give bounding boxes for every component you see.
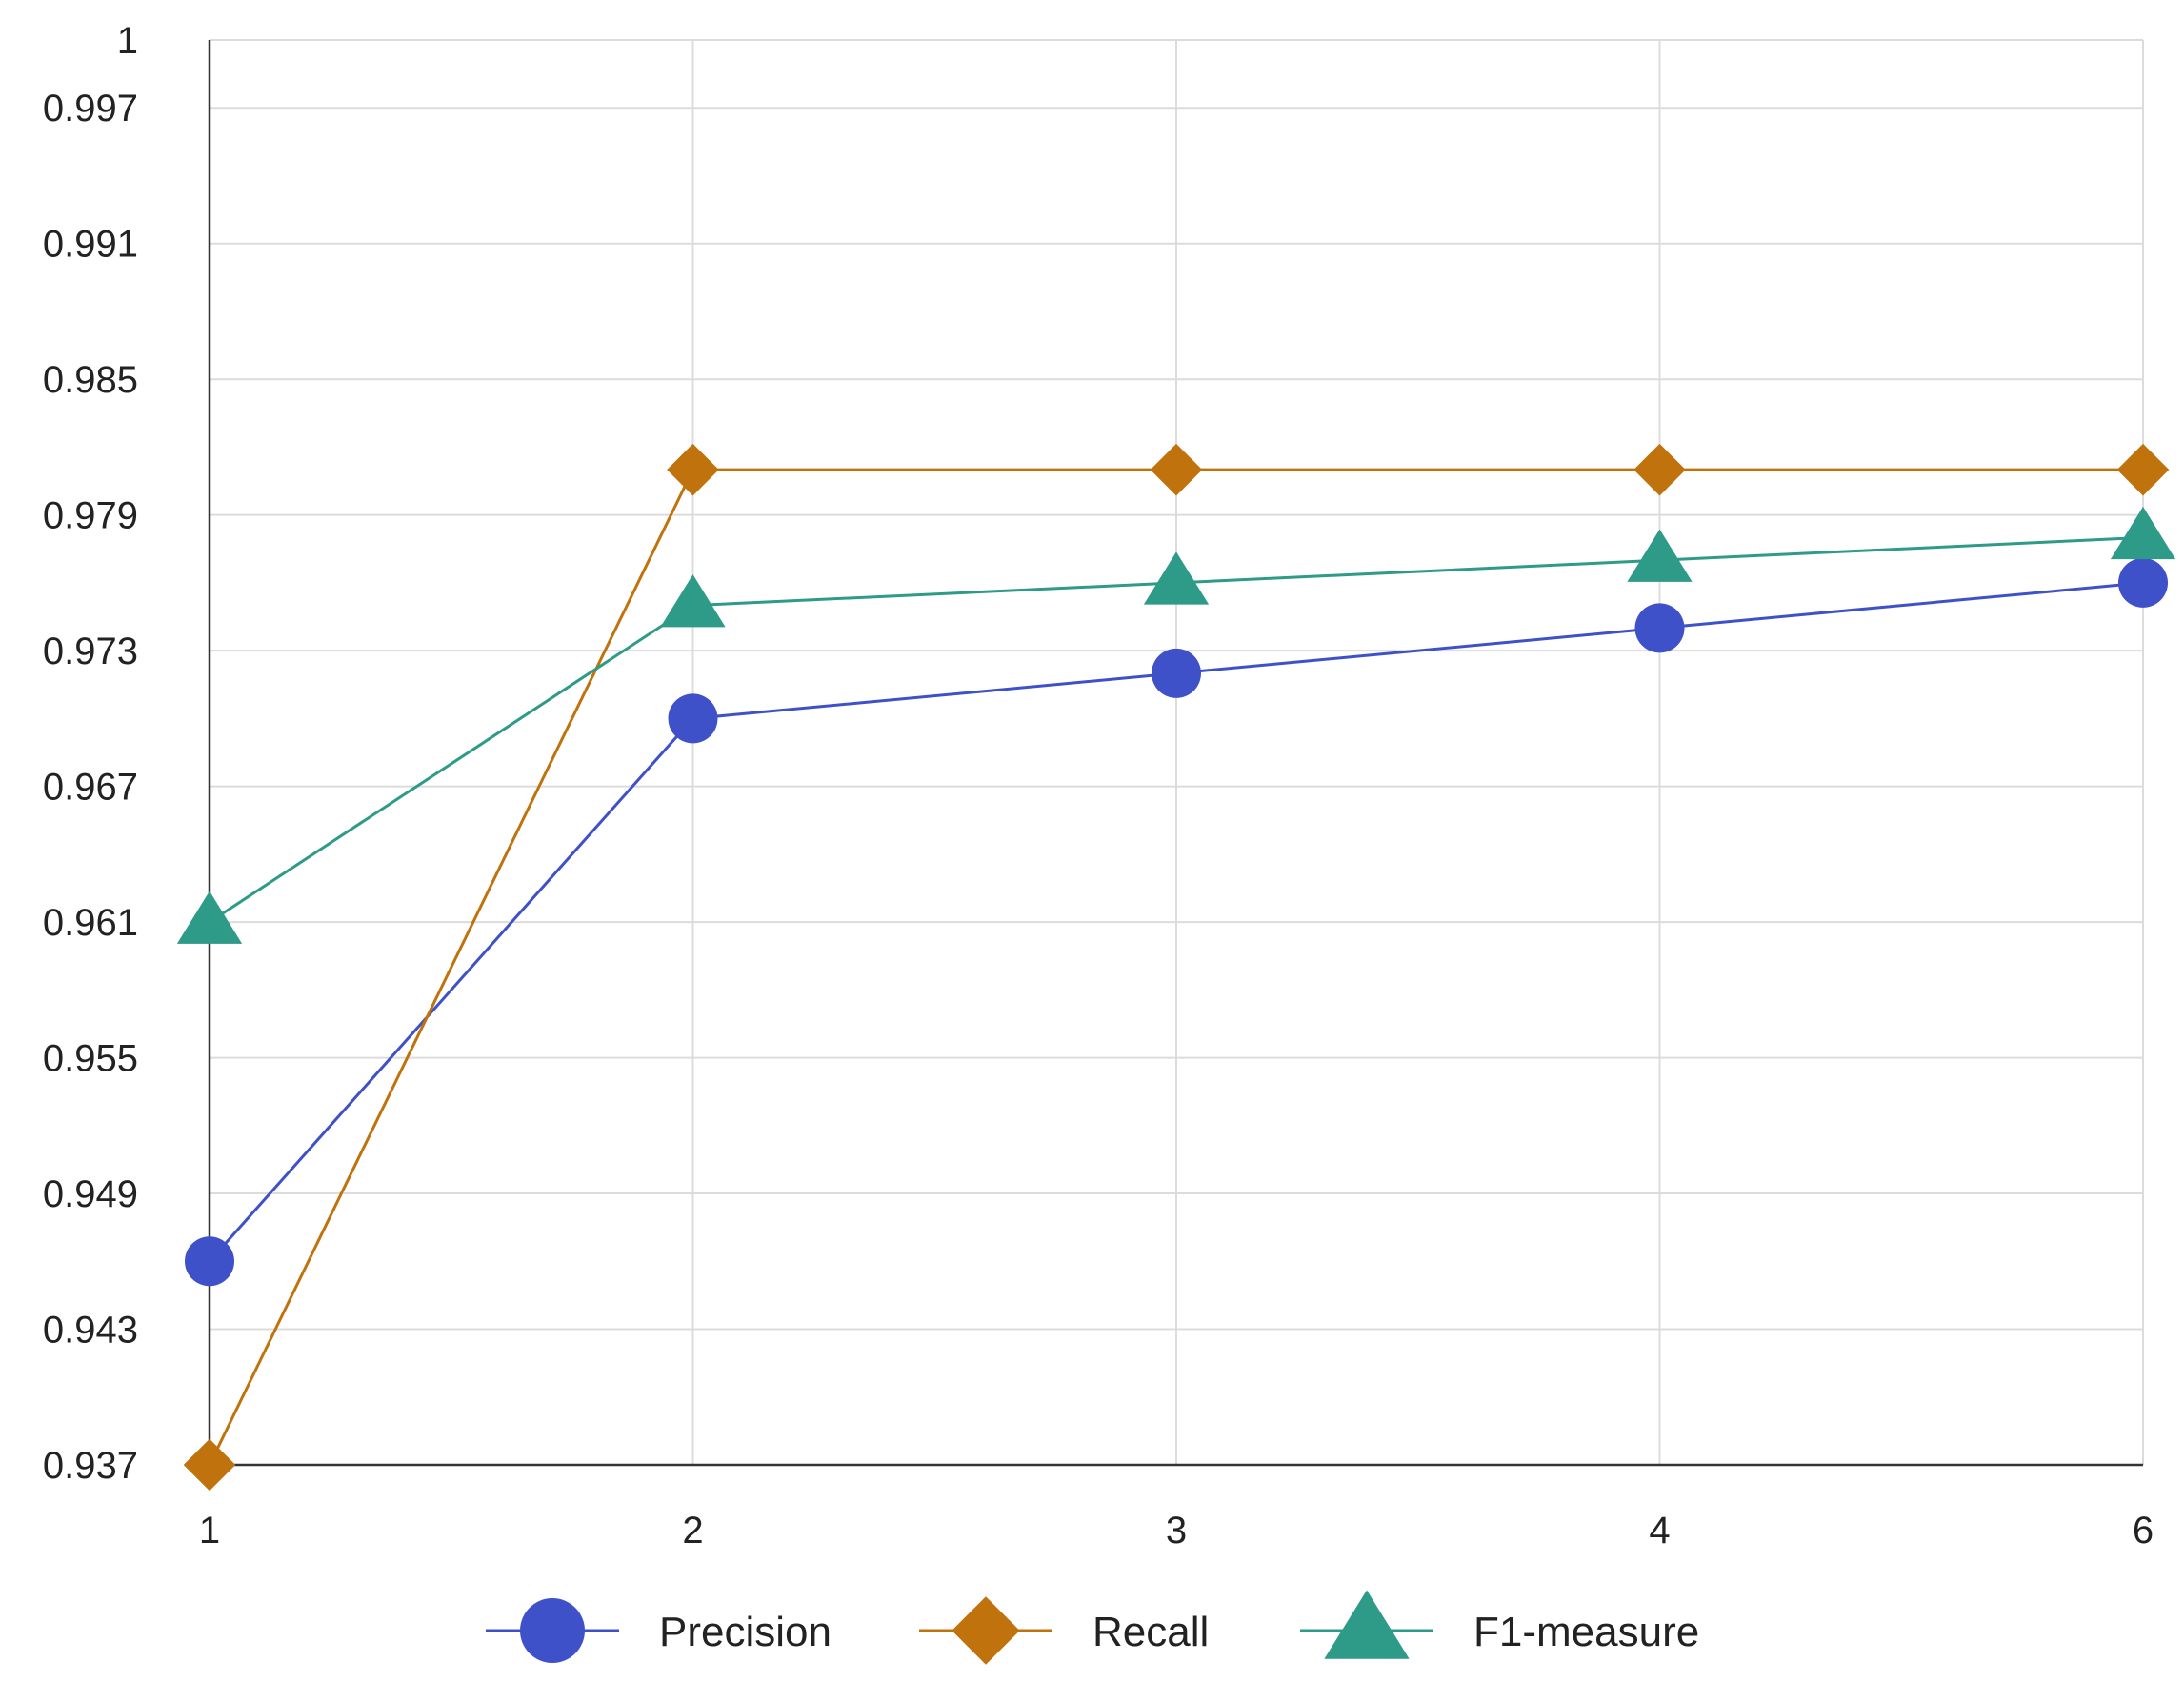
y-tick-label: 0.961 — [43, 902, 138, 944]
y-tick-label: 0.949 — [43, 1173, 138, 1215]
x-tick-label: 2 — [682, 1510, 703, 1552]
y-tick-label: 0.937 — [43, 1445, 138, 1487]
data-point — [183, 1438, 236, 1492]
legend: Precision Recall F1-measure — [486, 1590, 1699, 1665]
legend-marker — [520, 1598, 585, 1663]
data-point — [1150, 443, 1203, 496]
x-tick-label: 1 — [199, 1510, 220, 1552]
data-point — [1143, 551, 1210, 605]
data-point — [2118, 557, 2168, 608]
legend-label: Recall — [1092, 1609, 1209, 1655]
legend-label: F1-measure — [1473, 1609, 1699, 1655]
legend-item-recall: Recall — [919, 1596, 1209, 1665]
x-axis-ticks: 1 2 3 4 6 — [199, 1510, 2154, 1552]
data-point — [176, 891, 243, 944]
y-tick-label: 1 — [117, 20, 138, 62]
data-point — [667, 443, 719, 496]
y-tick-label: 0.967 — [43, 767, 138, 809]
legend-label: Precision — [659, 1609, 832, 1655]
x-tick-label: 4 — [1649, 1510, 1670, 1552]
data-point — [2110, 506, 2176, 560]
data-point — [1633, 443, 1686, 496]
series-recall — [183, 443, 2170, 1492]
data-point — [2116, 443, 2170, 496]
y-tick-label: 0.973 — [43, 631, 138, 672]
axis-layer — [208, 40, 2143, 1467]
data-point — [1634, 603, 1685, 653]
y-tick-label: 0.997 — [43, 88, 138, 130]
y-tick-label: 0.985 — [43, 359, 138, 401]
series-precision — [185, 557, 2168, 1287]
y-tick-label: 0.943 — [43, 1310, 138, 1352]
x-tick-label: 3 — [1166, 1510, 1187, 1552]
series-f1-measure — [176, 506, 2176, 944]
legend-marker — [1324, 1590, 1410, 1659]
data-point — [185, 1236, 234, 1287]
y-tick-label: 0.955 — [43, 1038, 138, 1080]
y-axis-ticks: 0.937 0.943 0.949 0.955 0.961 0.967 0.973 0.979… — [43, 20, 138, 1487]
legend-marker — [952, 1596, 1020, 1665]
grid-layer — [209, 39, 2144, 1466]
data-point — [1627, 529, 1693, 582]
y-tick-label: 0.991 — [43, 224, 138, 266]
series-layer — [176, 443, 2176, 1492]
data-point — [660, 574, 726, 628]
y-tick-label: 0.979 — [43, 495, 138, 537]
x-tick-label: 6 — [2133, 1510, 2154, 1552]
data-point — [1152, 648, 1201, 698]
data-point — [668, 693, 718, 744]
legend-item-f1-measure: F1-measure — [1300, 1590, 1699, 1659]
legend-item-precision: Precision — [486, 1598, 832, 1663]
